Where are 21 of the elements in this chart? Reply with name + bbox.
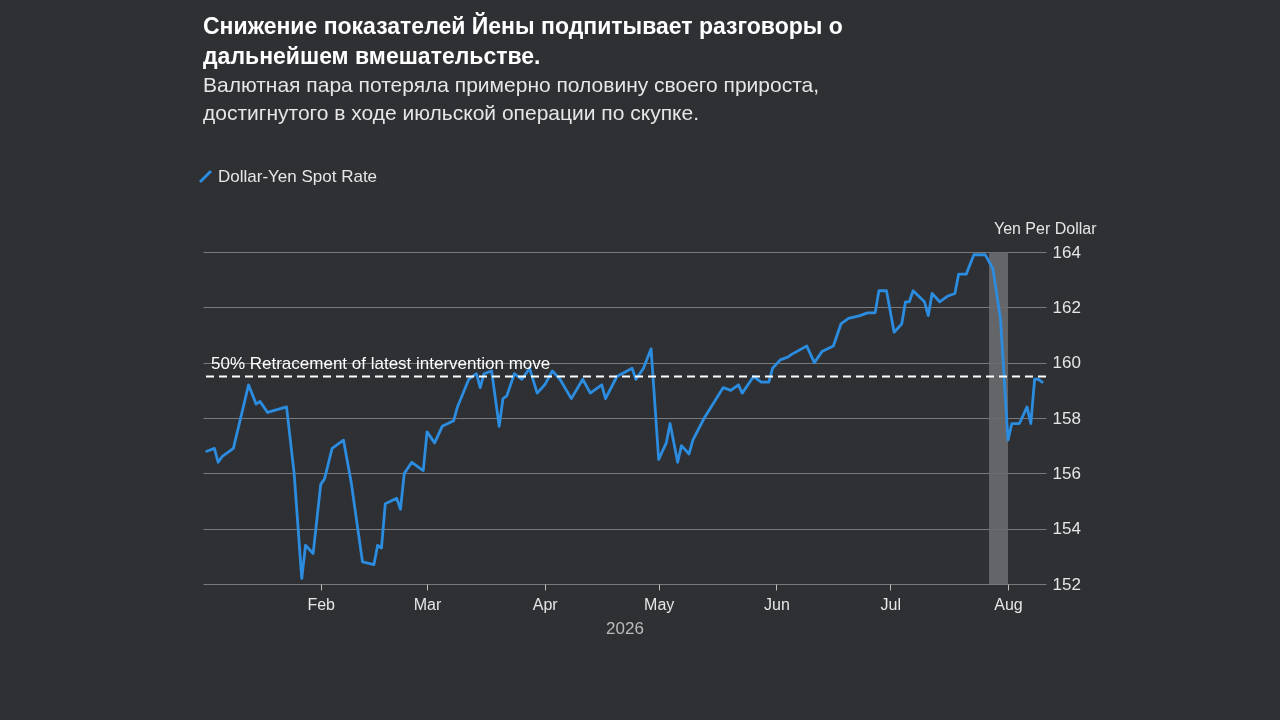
y-tick-label: 162 — [1052, 297, 1081, 317]
x-tick-label: Jul — [880, 595, 902, 613]
y-tick-label: 164 — [1052, 242, 1081, 262]
x-tick-label: Apr — [532, 595, 559, 613]
ref-line-label: 50% Retracement of latest intervention move — [211, 353, 551, 373]
chart-title: Снижение показателей Йены подпитывает разговоры о дальнейшем вмешательстве. — [203, 12, 843, 69]
x-tick-label: Feb — [307, 595, 336, 613]
line-series — [205, 253, 1044, 580]
legend-label: Dollar-Yen Spot Rate — [218, 166, 378, 186]
y-tick-label: 160 — [1052, 353, 1081, 373]
x-tick-label: May — [644, 595, 675, 613]
x-tick-label: Jun — [763, 595, 790, 613]
x-tick-label: Mar — [413, 595, 442, 613]
y-axis-title: Yen Per Dollar — [993, 219, 1098, 237]
chart-subtitle: Валютная пара потеряла примерно половину своего прироста, достигнутого в ходе июльской операции по скупке. — [203, 73, 820, 124]
y-tick-label: 154 — [1052, 519, 1081, 539]
y-tick-label: 152 — [1052, 574, 1081, 594]
x-axis-title: 2026 — [606, 618, 644, 638]
x-tick-label: Aug — [994, 595, 1023, 613]
y-tick-label: 156 — [1052, 463, 1081, 483]
y-tick-label: 158 — [1052, 408, 1081, 428]
